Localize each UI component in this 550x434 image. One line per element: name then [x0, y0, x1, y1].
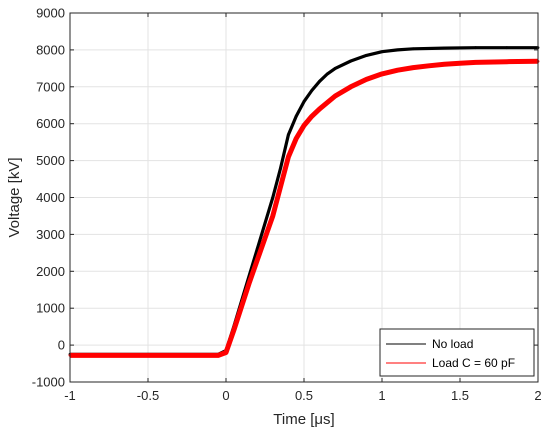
data-point-series-0	[474, 46, 477, 50]
data-point-series-1	[458, 61, 462, 65]
series-line-1	[70, 58, 539, 358]
legend-label-load: Load C = 60 pF	[432, 356, 515, 370]
legend-label-no-load: No load	[432, 337, 473, 351]
data-point-series-1	[146, 354, 150, 357]
data-point-series-1	[427, 64, 431, 68]
y-tick-label: 4000	[36, 190, 65, 205]
data-point-series-1	[216, 354, 220, 357]
y-tick-label: 0	[58, 338, 65, 353]
data-point-series-0	[318, 79, 321, 83]
legend-box	[379, 328, 535, 377]
data-point-series-0	[505, 46, 509, 50]
y-tick-label: 7000	[36, 79, 65, 94]
data-point-series-0	[263, 221, 267, 225]
data-point-series-0	[302, 100, 306, 103]
series-layer	[68, 46, 540, 358]
tick-layer: -1 -0.5 0 0.5 1 1.5 2 -1000 0 1000 2000 3000 4000 500…	[32, 6, 542, 404]
data-point-series-1	[310, 114, 314, 118]
y-tick-label: 8000	[36, 42, 65, 57]
data-point-series-1	[411, 66, 415, 70]
data-point-series-0	[365, 54, 368, 57]
data-point-series-1	[271, 214, 275, 218]
data-point-series-0	[411, 47, 415, 51]
y-tick-label: 9000	[36, 6, 65, 21]
data-point-series-1	[365, 78, 368, 81]
data-point-series-1	[294, 137, 298, 140]
data-point-series-1	[333, 94, 337, 98]
x-tick-label: 1	[378, 388, 385, 403]
x-axis-label: Time [μs]	[273, 411, 334, 428]
data-point-series-0	[255, 247, 259, 251]
data-point-series-0	[271, 196, 275, 199]
y-tick-label: 1000	[36, 301, 65, 316]
data-point-series-1	[232, 328, 236, 332]
data-point-series-1	[318, 107, 321, 111]
data-point-series-1	[287, 155, 290, 159]
data-point-series-0	[396, 48, 399, 52]
data-point-series-1	[240, 304, 244, 308]
x-tick-label: 0	[222, 388, 229, 403]
y-tick-label: 5000	[36, 153, 65, 168]
data-point-series-1	[302, 124, 306, 127]
data-point-series-0	[294, 114, 298, 118]
data-point-series-0	[310, 89, 314, 92]
y-tick-label: 2000	[36, 264, 65, 279]
data-point-series-1	[248, 280, 251, 284]
data-point-series-1	[224, 351, 228, 354]
data-point-series-0	[279, 166, 282, 170]
data-point-series-0	[326, 72, 329, 76]
data-point-series-1	[279, 185, 282, 188]
data-point-series-1	[474, 61, 477, 64]
x-tick-label: 1.5	[451, 388, 469, 403]
y-tick-label: 3000	[36, 227, 65, 242]
y-axis-label: Voltage [kV]	[6, 157, 23, 237]
data-point-series-1	[505, 60, 509, 64]
data-point-series-1	[349, 85, 353, 89]
data-point-series-1	[380, 72, 384, 76]
data-point-series-0	[287, 133, 290, 137]
data-point-series-0	[333, 66, 337, 70]
data-point-series-1	[443, 62, 446, 66]
data-point-series-1	[255, 258, 259, 262]
x-tick-label: 2	[534, 388, 541, 403]
y-tick-label: 6000	[36, 116, 65, 131]
legend: No load Load C = 60 pF	[379, 328, 535, 377]
data-point-series-0	[443, 46, 446, 50]
data-point-series-1	[263, 236, 267, 240]
data-point-series-1	[396, 68, 399, 72]
x-tick-label: -0.5	[137, 388, 159, 403]
data-point-series-0	[380, 50, 384, 54]
x-tick-label: -1	[64, 388, 76, 403]
x-tick-label: 0.5	[295, 388, 313, 403]
data-point-series-0	[349, 59, 353, 63]
y-tick-label: -1000	[32, 375, 65, 390]
